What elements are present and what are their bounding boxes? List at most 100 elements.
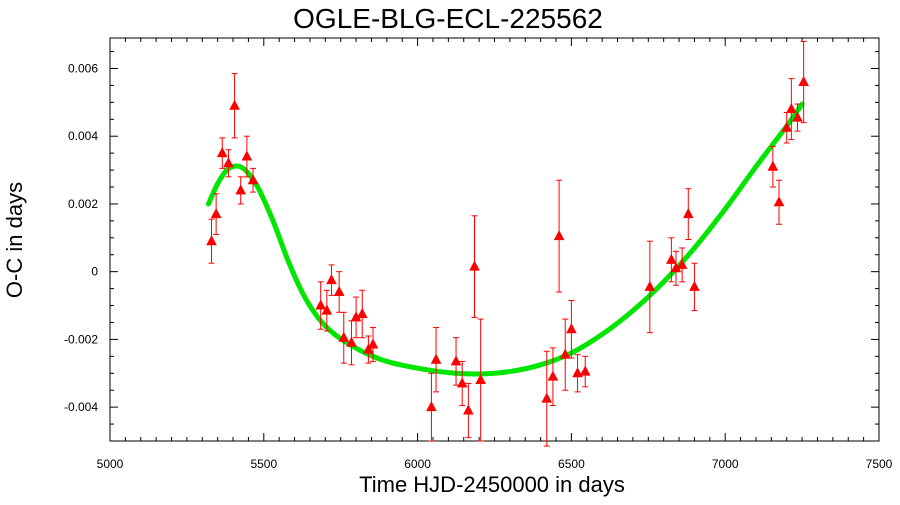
data-point <box>210 193 222 235</box>
triangle-marker <box>333 285 345 296</box>
y-axis-label: O-C in days <box>2 182 27 298</box>
triangle-marker <box>450 355 462 366</box>
y-tick-label: 0.006 <box>68 61 98 75</box>
x-tick-label: 6500 <box>558 457 585 471</box>
data-point <box>463 382 474 439</box>
triangle-marker <box>781 121 793 132</box>
y-tick-label: 0 <box>91 265 98 279</box>
data-point <box>786 78 797 141</box>
x-tick-label: 6000 <box>404 457 431 471</box>
y-tick-label: -0.002 <box>64 332 98 346</box>
triangle-marker <box>456 377 468 388</box>
data-point <box>326 264 337 296</box>
triangle-marker <box>644 280 656 291</box>
triangle-marker <box>315 299 327 310</box>
triangle-marker <box>553 230 565 241</box>
triangle-marker <box>666 253 677 264</box>
data-point <box>547 347 559 406</box>
data-point <box>247 167 259 193</box>
triangle-marker <box>572 367 583 378</box>
data-point <box>315 281 327 330</box>
data-point <box>235 176 247 205</box>
data-point <box>321 289 333 332</box>
triangle-marker <box>223 157 234 168</box>
triangle-marker <box>463 404 474 415</box>
data-point <box>773 179 785 225</box>
x-tick-label: 5500 <box>250 457 277 471</box>
data-point <box>644 240 656 334</box>
triangle-marker <box>676 258 688 269</box>
triangle-marker <box>206 235 217 246</box>
triangle-marker <box>356 307 368 319</box>
triangle-marker <box>326 274 337 285</box>
triangle-marker <box>682 208 694 219</box>
data-point <box>541 350 553 447</box>
y-tick-label: 0.002 <box>68 197 98 211</box>
data-point <box>682 188 694 240</box>
triangle-marker <box>475 373 486 385</box>
triangle-marker <box>798 75 809 87</box>
data-point <box>333 271 345 313</box>
x-tick-label: 7000 <box>712 457 739 471</box>
data-point <box>367 327 379 362</box>
data-point <box>229 73 240 139</box>
data-point <box>450 337 462 386</box>
triangle-marker <box>216 147 228 158</box>
triangle-marker <box>338 331 350 342</box>
triangle-marker <box>235 184 247 195</box>
data-point <box>206 218 217 264</box>
data-point <box>792 103 803 132</box>
triangle-marker <box>547 370 559 381</box>
triangle-marker <box>346 336 357 347</box>
triangle-marker <box>430 353 442 364</box>
data-point <box>346 320 357 366</box>
triangle-marker <box>566 323 577 334</box>
triangle-marker <box>541 392 553 403</box>
data-point <box>553 179 565 293</box>
triangle-marker <box>469 260 480 271</box>
data-point <box>356 289 368 339</box>
triangle-marker <box>559 348 571 359</box>
data-point <box>566 299 577 359</box>
ticks-layer: 5000 5500 6000 6500 7000 7500 -0.004 -0.002 0 0.0… <box>64 37 893 471</box>
data-point <box>241 135 253 178</box>
data-point <box>559 318 571 391</box>
x-tick-label: 5000 <box>97 457 124 471</box>
triangle-marker <box>773 196 785 207</box>
triangle-marker <box>363 343 374 354</box>
plot-frame <box>109 37 880 442</box>
data-point <box>767 145 779 188</box>
data-point <box>475 318 486 442</box>
x-tick-label: 7500 <box>866 457 893 471</box>
fit-curve <box>205 101 805 377</box>
data-point <box>579 355 591 388</box>
data-point <box>430 327 442 393</box>
data-point <box>456 360 468 406</box>
triangle-marker <box>210 208 222 219</box>
data-point <box>798 40 809 124</box>
triangle-marker <box>792 111 803 122</box>
triangle-marker <box>786 103 797 114</box>
data-point <box>676 247 688 283</box>
triangle-marker <box>367 338 379 349</box>
data-point <box>338 311 350 364</box>
data-point <box>363 335 374 364</box>
data-point <box>572 354 583 393</box>
data-point <box>781 112 793 144</box>
triangle-marker <box>241 150 253 161</box>
x-axis-label: Time HJD-2450000 in days <box>359 472 625 497</box>
triangle-marker <box>321 304 333 315</box>
triangle-marker <box>426 401 437 412</box>
data-point <box>666 237 677 283</box>
triangle-marker <box>689 280 700 291</box>
triangle-marker <box>229 99 240 110</box>
triangle-marker <box>579 365 591 376</box>
y-tick-label: -0.004 <box>64 400 98 414</box>
data-point <box>469 215 480 318</box>
data-point <box>426 372 437 442</box>
triangle-marker <box>767 160 779 171</box>
data-point <box>689 262 700 312</box>
data-point <box>216 137 228 169</box>
